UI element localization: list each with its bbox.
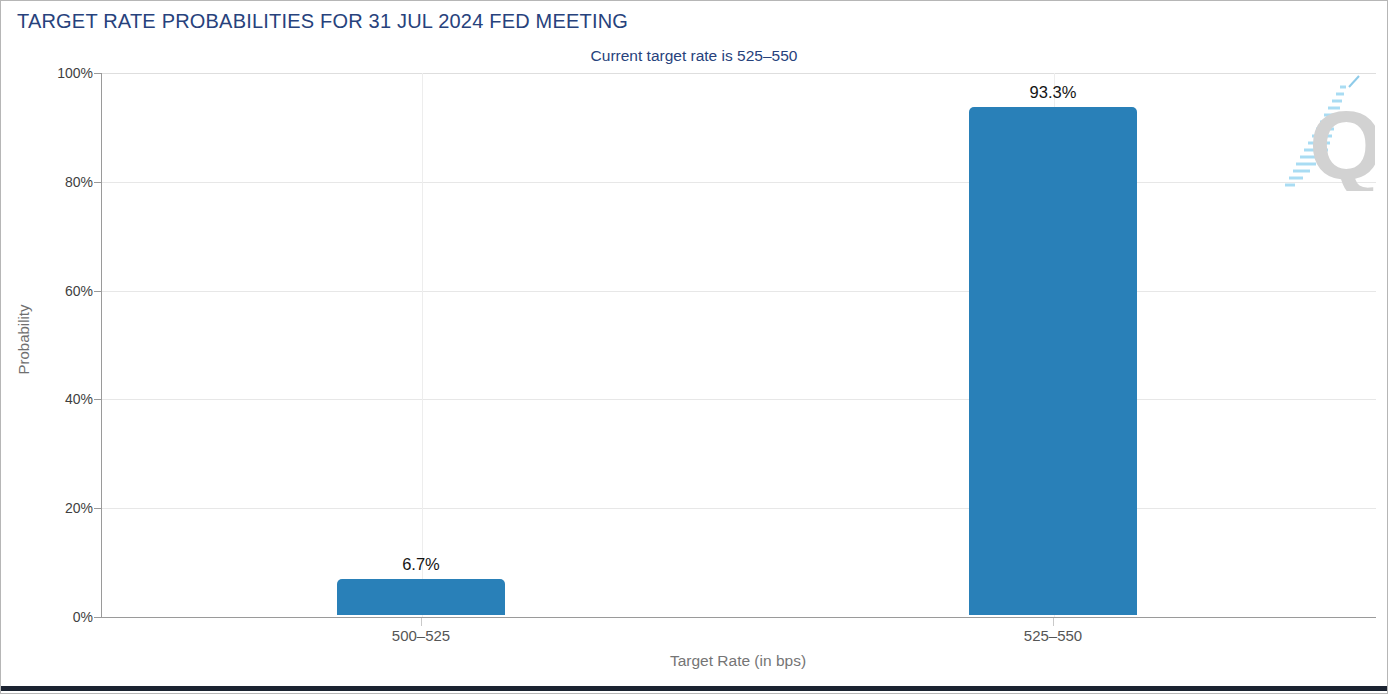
ytick-mark bbox=[94, 508, 101, 509]
plot-area bbox=[101, 73, 1376, 618]
bar-value-label: 93.3% bbox=[1030, 83, 1077, 102]
xtick-mark bbox=[421, 618, 422, 626]
gridline-100pct bbox=[102, 73, 1376, 74]
bar-value-label: 6.7% bbox=[402, 555, 440, 574]
ytick-mark bbox=[94, 399, 101, 400]
gridline-80pct bbox=[102, 182, 1376, 183]
gridline-40pct bbox=[102, 399, 1376, 400]
y-axis-title: Probability bbox=[15, 280, 32, 400]
ytick-mark bbox=[94, 617, 101, 618]
fedwatch-probability-chart-window: TARGET RATE PROBABILITIES FOR 31 JUL 202… bbox=[0, 0, 1388, 694]
gridline-60pct bbox=[102, 291, 1376, 292]
bar-group-525-550: 93.3% bbox=[969, 83, 1137, 615]
q-letter: Q bbox=[1309, 92, 1375, 191]
x-axis-title: Target Rate (in bps) bbox=[101, 652, 1375, 670]
xcat-label-500-525: 500–525 bbox=[321, 627, 521, 644]
ytick-mark bbox=[94, 73, 101, 74]
ytick-0: 0% bbox=[1, 609, 93, 625]
ytick-mark bbox=[94, 291, 101, 292]
ytick-mark bbox=[94, 182, 101, 183]
gridline-20pct bbox=[102, 508, 1376, 509]
bar-525-550 bbox=[969, 107, 1137, 615]
ytick-20: 20% bbox=[1, 500, 93, 516]
bar-500-525 bbox=[337, 579, 505, 615]
xcat-label-525-550: 525–550 bbox=[953, 627, 1153, 644]
xtick-mark bbox=[1053, 618, 1054, 626]
bottom-brand-bar bbox=[1, 686, 1387, 691]
ytick-100: 100% bbox=[1, 65, 93, 81]
chart-subtitle: Current target rate is 525–550 bbox=[1, 47, 1387, 65]
gridline-category-1 bbox=[422, 73, 423, 617]
bar-group-500-525: 6.7% bbox=[337, 555, 505, 615]
chart-title: TARGET RATE PROBABILITIES FOR 31 JUL 202… bbox=[17, 10, 628, 33]
quikstrike-q-watermark-logo: Q bbox=[1283, 75, 1375, 191]
ytick-80: 80% bbox=[1, 174, 93, 190]
